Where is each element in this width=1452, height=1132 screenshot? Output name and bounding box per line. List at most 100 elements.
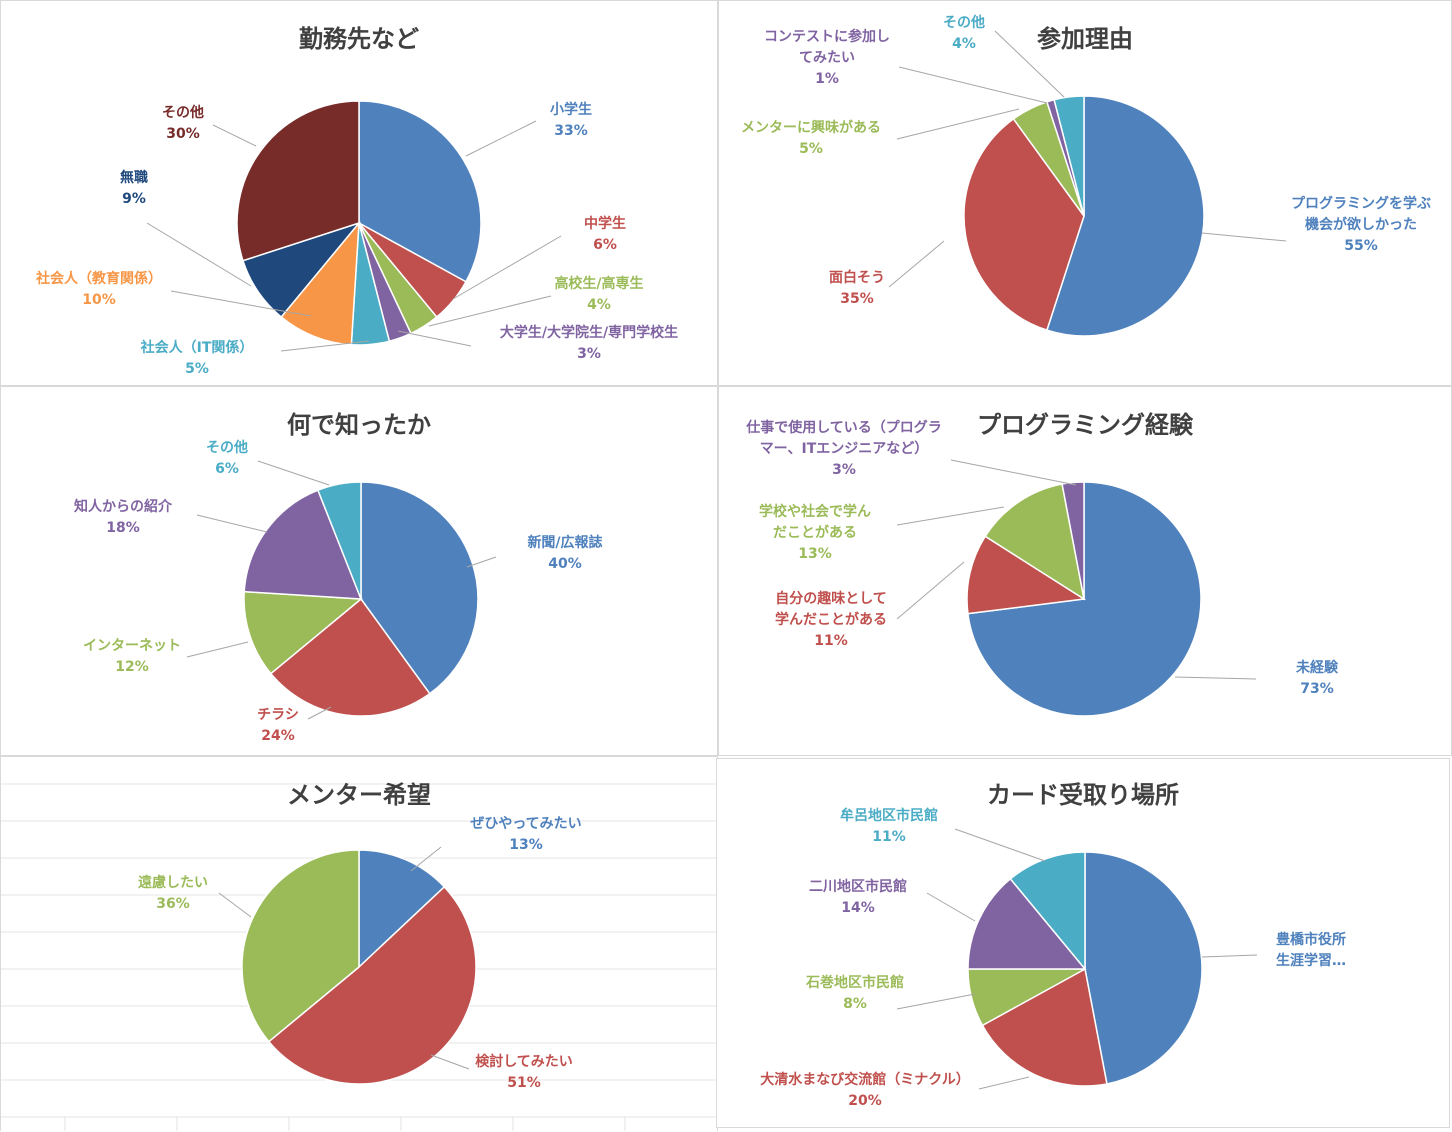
data-label-percent: 4% xyxy=(952,36,976,52)
pie-slice xyxy=(1009,851,1086,972)
data-label-category: 無職 xyxy=(120,169,148,186)
data-label-percent: 30% xyxy=(166,126,200,142)
data-label-percent: 51% xyxy=(507,1075,541,1091)
data-label-category: 社会人（IT関係） xyxy=(140,339,254,356)
pie-slice xyxy=(358,849,446,969)
pie-slice xyxy=(963,117,1085,332)
data-label-percent: 12% xyxy=(115,659,149,675)
leader-line xyxy=(888,240,945,288)
data-label-percent: 11% xyxy=(814,633,848,649)
data-label-category: その他 xyxy=(943,14,985,31)
data-label-category: 学んだことがある xyxy=(775,611,887,628)
data-label-category: メンターに興味がある xyxy=(741,119,881,136)
data-label-percent: 5% xyxy=(799,141,823,157)
data-label-category: だことがある xyxy=(773,524,857,541)
data-label-category: その他 xyxy=(162,104,204,121)
leader-line xyxy=(466,556,497,568)
data-label-category: コンテストに参加し xyxy=(764,28,890,45)
leader-line xyxy=(978,1076,1030,1090)
data-label-category: ぜひやってみたい xyxy=(470,816,581,832)
data-label-percent: 9% xyxy=(122,191,146,207)
data-label-category: てみたい xyxy=(799,50,855,66)
data-label-percent: 18% xyxy=(106,520,140,536)
leader-line xyxy=(280,340,370,352)
data-label-percent: 3% xyxy=(832,462,856,478)
data-label-percent: 24% xyxy=(261,728,295,744)
data-label-category: 未経験 xyxy=(1296,659,1339,676)
chart-title: 何で知ったか xyxy=(287,411,431,439)
leader-line xyxy=(410,846,442,872)
leader-line xyxy=(397,330,472,347)
data-label-category: 生涯学習… xyxy=(1276,952,1346,969)
pie-slice xyxy=(267,885,477,1085)
data-label-category: 新聞/広報誌 xyxy=(527,534,602,551)
pie-slice xyxy=(243,489,363,600)
leader-line xyxy=(896,993,976,1010)
pie-slice xyxy=(358,100,482,283)
leader-line xyxy=(307,706,332,720)
leader-line xyxy=(1201,232,1287,242)
data-label-category: 石巻地区市民館 xyxy=(805,974,904,991)
data-label-percent: 3% xyxy=(577,346,601,362)
leader-line xyxy=(950,459,1077,486)
leader-line xyxy=(218,892,252,918)
data-label-category: チラシ xyxy=(257,707,299,723)
data-label-percent: 1% xyxy=(815,71,839,87)
data-label-percent: 40% xyxy=(548,556,582,572)
data-label-percent: 8% xyxy=(843,996,867,1012)
data-label-percent: 14% xyxy=(841,900,875,916)
leader-line xyxy=(465,120,537,157)
data-label-percent: 73% xyxy=(1300,681,1334,697)
leader-line xyxy=(954,828,1046,862)
chart-panel-mentor: メンター希望 ぜひやってみたい 13% 検討してみたい 51% 遠慮したい 36% xyxy=(0,756,718,1131)
pie-slice xyxy=(316,481,362,600)
data-label-percent: 10% xyxy=(82,292,116,308)
data-label-percent: 13% xyxy=(509,837,543,853)
chart-title: 参加理由 xyxy=(1037,25,1133,53)
data-label-percent: 55% xyxy=(1344,238,1378,254)
leader-line xyxy=(1201,954,1258,958)
leader-line xyxy=(896,108,1020,140)
chart-panel-workplace: 勤務先など 小学生 33% 中学生 6% 高校生/高専生 4% 大学生/大学院生/専門学校生… xyxy=(0,0,718,386)
data-label-percent: 20% xyxy=(848,1093,882,1109)
leader-line xyxy=(212,124,257,147)
data-label-percent: 13% xyxy=(798,546,832,562)
data-label-percent: 11% xyxy=(872,829,906,845)
leader-line xyxy=(1174,676,1257,680)
chart-title: 勤務先など xyxy=(299,25,419,53)
data-label-category: インターネット xyxy=(83,638,181,654)
leader-line xyxy=(170,290,312,317)
data-label-category: 知人からの紹介 xyxy=(74,498,173,515)
data-label-category: 面白そう xyxy=(829,269,885,286)
data-label-category: その他 xyxy=(206,439,248,456)
pie-slice xyxy=(243,590,363,675)
pie-slice xyxy=(269,597,431,717)
data-label-percent: 4% xyxy=(587,297,611,313)
data-label-category: 小学生 xyxy=(550,101,592,118)
pie-slice xyxy=(981,967,1108,1087)
data-label-category: 社会人（教育関係） xyxy=(35,270,162,287)
data-label-category: 豊橋市役所 xyxy=(1276,931,1346,948)
chart-panel-experience: プログラミング経験 未経験 73% 自分の趣味として 学んだことがある 11% 学校や社会… xyxy=(718,386,1452,756)
chart-title: カード受取り場所 xyxy=(987,781,1179,809)
leader-line xyxy=(994,30,1065,98)
leader-line xyxy=(896,506,1005,526)
leader-line xyxy=(898,66,1048,104)
data-label-category: 大学生/大学院生/専門学校生 xyxy=(500,324,678,341)
data-label-category: 仕事で使用している（プログラ xyxy=(745,419,942,436)
chart-panel-card-pickup: カード受取り場所 豊橋市役所生涯学習… 大清水まなび交流館（ミナクル） 20% 石巻地… xyxy=(716,758,1450,1128)
chart-title: メンター希望 xyxy=(287,781,431,809)
leader-line xyxy=(428,295,552,327)
leader-line xyxy=(430,1054,470,1070)
data-label-category: 大清水まなび交流館（ミナクル） xyxy=(760,1071,970,1088)
pie-slice xyxy=(984,483,1086,601)
data-label-category: 自分の趣味として xyxy=(775,590,887,607)
data-label-percent: 35% xyxy=(840,291,874,307)
data-label-percent: 6% xyxy=(593,237,617,253)
pie-slice xyxy=(1061,481,1085,600)
data-label-category: 二川地区市民館 xyxy=(809,878,907,895)
data-label-percent: 36% xyxy=(156,896,190,912)
chart-panel-source: 何で知ったか 新聞/広報誌 40% チラシ 24% インターネット 12% 知人からの紹介 1… xyxy=(0,386,718,756)
pie-slice xyxy=(241,849,360,1043)
